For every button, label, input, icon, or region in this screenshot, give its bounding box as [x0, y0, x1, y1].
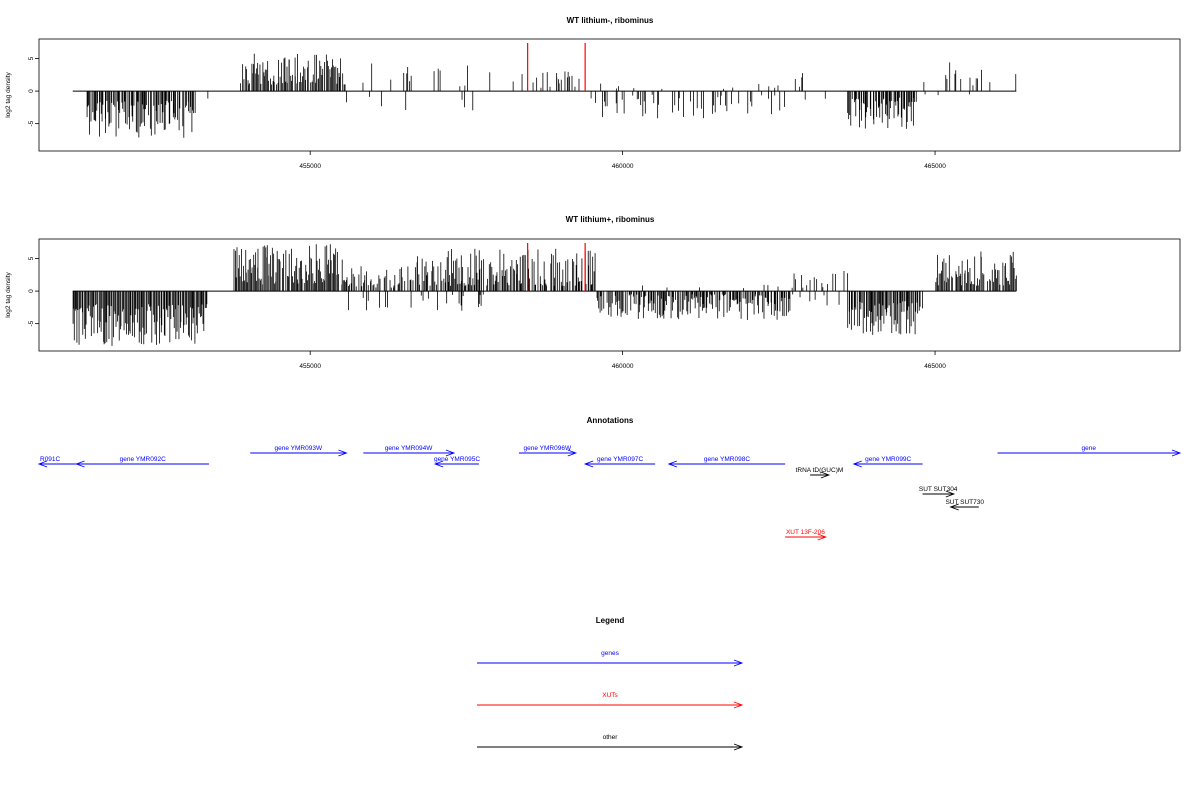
y-axis: 5 0 -5	[28, 256, 39, 327]
strand-arrow-icon	[37, 460, 48, 468]
annotation-feature[interactable]: R091C	[37, 456, 77, 468]
strand-arrow-icon	[1171, 449, 1182, 457]
y-tick-label: 5	[28, 56, 35, 60]
plot-frame	[38, 38, 1181, 152]
y-axis: 5 0 -5	[28, 56, 39, 127]
annotation-feature[interactable]: gene YMR092C	[75, 456, 209, 468]
feature-label: gene YMR099C	[865, 456, 911, 463]
annotation-feature[interactable]: gene YMR093W	[250, 445, 348, 457]
strand-arrow-icon	[433, 460, 444, 468]
panel-title: WT lithium+, ribominus	[566, 215, 655, 224]
feature-label: gene YMR096W	[524, 445, 572, 452]
legend-items: genes XUTs other	[477, 650, 744, 751]
density-bars	[72, 244, 1017, 346]
feature-label: R091C	[40, 456, 61, 463]
y-axis-label: log2 tag density	[5, 71, 12, 117]
feature-label: XUT 13F-206	[786, 529, 825, 536]
legend-entry: genes	[477, 650, 744, 667]
strand-arrow-icon	[75, 460, 85, 468]
feature-label: gene	[1082, 445, 1097, 452]
x-tick-label: 455000	[299, 363, 321, 370]
annotation-feature[interactable]: gene YMR098C	[667, 456, 786, 468]
annotations-title: Annotations	[587, 416, 634, 425]
y-tick-label: -5	[28, 120, 35, 126]
feature-label: gene YMR098C	[704, 456, 750, 463]
feature-label: gene YMR097C	[597, 456, 643, 463]
strand-arrow-icon	[852, 460, 862, 468]
feature-label: gene YMR093W	[275, 445, 323, 452]
x-tick-label: 465000	[924, 163, 946, 170]
track-panel-lithium-minus: WT lithium-, ribominus log2 tag density …	[5, 16, 1181, 170]
highlight-markers	[527, 43, 586, 92]
annotation-feature[interactable]: gene YMR099C	[852, 456, 923, 468]
y-tick-label: 0	[28, 89, 35, 93]
legend-label: XUTs	[602, 692, 618, 699]
legend: Legend genes XUTs other	[477, 616, 744, 751]
x-axis: 455000 460000 465000	[299, 351, 946, 370]
annotation-feature[interactable]: XUT 13F-206	[785, 529, 827, 541]
strand-arrow-icon	[949, 503, 959, 511]
y-tick-label: 0	[28, 289, 35, 293]
annotation-feature[interactable]: gene YMR095C	[433, 456, 480, 468]
annotation-feature[interactable]: gene YMR097C	[583, 456, 656, 468]
feature-label: gene YMR092C	[120, 456, 166, 463]
legend-arrow-icon	[733, 743, 744, 751]
annotation-feature[interactable]: gene	[997, 445, 1182, 457]
annotation-feature[interactable]: SUT SUT304	[919, 486, 958, 498]
strand-arrow-icon	[817, 533, 827, 541]
feature-label: tRNA tD(GUC)M	[796, 467, 844, 474]
annotation-feature[interactable]: gene YMR094W	[363, 445, 456, 457]
annotation-feature[interactable]: SUT SUT730	[945, 499, 984, 511]
strand-arrow-icon	[583, 460, 594, 468]
x-tick-label: 465000	[924, 363, 946, 370]
annotation-feature[interactable]: gene YMR096W	[518, 445, 578, 457]
panel-title: WT lithium-, ribominus	[567, 16, 654, 25]
annotations-track: Annotations R091C gene YMR092C gene YMR093…	[37, 416, 1182, 541]
feature-label: SUT SUT730	[945, 499, 984, 506]
strand-arrow-icon	[667, 460, 678, 468]
annotation-items: R091C gene YMR092C gene YMR093W gene YMR094…	[37, 445, 1182, 541]
y-axis-label: log2 tag density	[5, 271, 12, 317]
density-bars	[86, 53, 1017, 138]
legend-entry: other	[477, 734, 744, 751]
legend-entry: XUTs	[477, 692, 744, 709]
strand-arrow-icon	[338, 449, 348, 457]
y-tick-label: 5	[28, 256, 35, 260]
x-tick-label: 455000	[299, 163, 321, 170]
strand-arrow-icon	[820, 471, 831, 479]
x-tick-label: 460000	[612, 363, 634, 370]
feature-label: SUT SUT304	[919, 486, 958, 493]
strand-arrow-icon	[445, 449, 456, 457]
strand-arrow-icon	[567, 449, 578, 457]
plot-frame	[38, 238, 1181, 352]
annotation-feature[interactable]: tRNA tD(GUC)M	[796, 467, 844, 479]
legend-title: Legend	[596, 616, 625, 625]
x-axis: 455000 460000 465000	[299, 151, 946, 170]
x-tick-label: 460000	[612, 163, 634, 170]
feature-label: gene YMR095C	[434, 456, 480, 463]
highlight-markers	[527, 243, 586, 292]
legend-arrow-icon	[733, 701, 744, 709]
legend-label: other	[603, 734, 619, 741]
feature-label: gene YMR094W	[385, 445, 433, 452]
track-panel-lithium-plus: WT lithium+, ribominus log2 tag density …	[5, 215, 1181, 370]
strand-arrow-icon	[945, 490, 956, 498]
legend-arrow-icon	[733, 659, 744, 667]
y-tick-label: -5	[28, 320, 35, 326]
legend-label: genes	[601, 650, 619, 657]
